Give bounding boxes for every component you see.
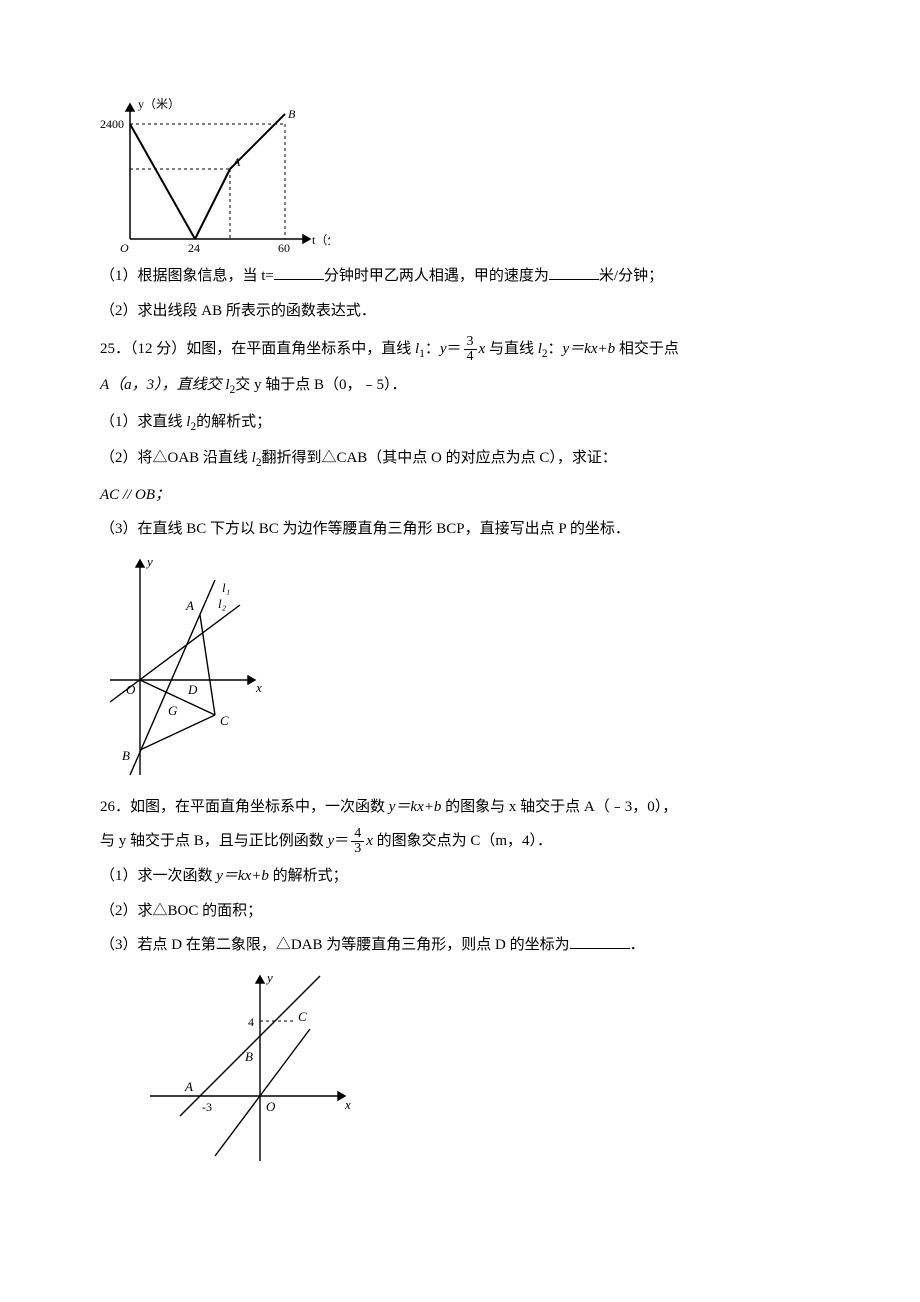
fig2-l1: l₁ bbox=[222, 580, 230, 595]
q25-line1: 25．（12 分）如图，在平面直角坐标系中，直线 l1：y＝34x 与直线 l2… bbox=[100, 335, 820, 365]
q26-s3: （3）若点 D 在第二象限，△DAB 为等腰直角三角形，则点 D 的坐标为 ． bbox=[100, 931, 820, 960]
fig1-x-24: 24 bbox=[188, 241, 200, 254]
q25-s1: （1）求直线 l2的解析式； bbox=[100, 408, 820, 438]
fig3-c: C bbox=[298, 1009, 307, 1024]
q26-s1b: y＝kx+b bbox=[216, 868, 269, 884]
q26-d: 的图象交点为 C（m，4）． bbox=[373, 833, 552, 849]
q26-s3a: （3）若点 D 在第二象限，△DAB 为等腰直角三角形，则点 D 的坐标为 bbox=[100, 937, 570, 953]
blank-t[interactable] bbox=[274, 264, 324, 280]
q25-s3: （3）在直线 BC 下方以 BC 为边作等腰直角三角形 BCP，直接写出点 P … bbox=[100, 515, 820, 544]
q25-s1a: （1）求直线 bbox=[100, 414, 186, 430]
q26-s1: （1）求一次函数 y＝kx+b 的解析式； bbox=[100, 862, 820, 891]
fig1-x-60: 60 bbox=[278, 241, 290, 254]
figure-q24-graph: y（米） 2400 A B O 24 60 t（分钟） bbox=[100, 94, 820, 254]
fig2-l2: l₂ bbox=[218, 596, 227, 611]
fig3-y: y bbox=[265, 970, 273, 985]
fig2-d: D bbox=[187, 682, 198, 697]
q25-a1: ： bbox=[425, 341, 440, 357]
q25-s2c: 翻折得到△CAB（其中点 O 的对应点为点 C），求证： bbox=[261, 450, 616, 466]
fig1-point-b: B bbox=[288, 107, 296, 121]
fig2-x: x bbox=[255, 680, 262, 695]
fig2-o: O bbox=[126, 682, 136, 697]
q24-sub1-a: （1）根据图象信息，当 t= bbox=[100, 268, 274, 284]
q25-svg: y x O A B C D G l₁ l₂ bbox=[100, 550, 270, 785]
figure-q25-graph: y x O A B C D G l₁ l₂ bbox=[100, 550, 820, 785]
q25-num: 25．（12 分）如图，在平面直角坐标系中，直线 bbox=[100, 341, 415, 357]
fig3-m3: -3 bbox=[202, 1100, 212, 1114]
fig2-g: G bbox=[168, 703, 178, 718]
fig1-origin: O bbox=[120, 241, 129, 254]
q26-eq2b: ＝ bbox=[334, 833, 349, 849]
q25-a2: 与直线 bbox=[485, 341, 538, 357]
q26-s3b: ． bbox=[630, 937, 645, 953]
q25-a4: 相交于点 bbox=[615, 341, 679, 357]
q26-s1a: （1）求一次函数 bbox=[100, 868, 216, 884]
q25-s2a: （2）将△OAB 沿直线 bbox=[100, 450, 252, 466]
axis-y-label: y（米） bbox=[138, 97, 180, 111]
fig3-o: O bbox=[266, 1099, 276, 1114]
q25-line2-a: A（a，3），直线交 bbox=[100, 377, 225, 393]
q24-svg: y（米） 2400 A B O 24 60 t（分钟） bbox=[100, 94, 330, 254]
q25-line2: A（a，3），直线交 l2交 y 轴于点 B（0，﹣5）． bbox=[100, 371, 820, 401]
fig3-x: x bbox=[344, 1097, 351, 1112]
q25-eq2: y＝kx+b bbox=[563, 341, 616, 357]
fig2-c: C bbox=[220, 713, 229, 728]
frac-4-3: 43 bbox=[351, 827, 364, 856]
fig3-4: 4 bbox=[248, 1015, 254, 1029]
blank-speed[interactable] bbox=[549, 264, 599, 280]
q26-b: 的图象与 x 轴交于点 A（﹣3，0）， bbox=[441, 799, 677, 815]
fig1-point-a: A bbox=[232, 155, 241, 169]
q26-svg: y x O A B C -3 4 bbox=[140, 966, 360, 1166]
q26-line1: 26．如图，在平面直角坐标系中，一次函数 y＝kx+b 的图象与 x 轴交于点 … bbox=[100, 793, 820, 822]
q24-sub1-c: 米/分钟； bbox=[599, 268, 663, 284]
frac-3-4: 34 bbox=[464, 335, 477, 364]
q25-line2-c: 交 y 轴于点 B（0，﹣5）． bbox=[235, 377, 406, 393]
fig3-a: A bbox=[184, 1079, 193, 1094]
q24-sub1: （1）根据图象信息，当 t= 分钟时甲乙两人相遇，甲的速度为 米/分钟； bbox=[100, 262, 820, 291]
q25-s1c: 的解析式； bbox=[196, 414, 271, 430]
fig2-a: A bbox=[185, 598, 194, 613]
q26-eq2c: x bbox=[366, 833, 373, 849]
q26-s1c: 的解析式； bbox=[269, 868, 348, 884]
q26-c: 与 y 轴交于点 B，且与正比例函数 bbox=[100, 833, 328, 849]
q25-s2: （2）将△OAB 沿直线 l2翻折得到△CAB（其中点 O 的对应点为点 C），… bbox=[100, 444, 820, 474]
q25-eq1b: ＝ bbox=[447, 341, 462, 357]
q25-eq1a: y bbox=[440, 341, 447, 357]
q26-a: 26．如图，在平面直角坐标系中，一次函数 bbox=[100, 799, 389, 815]
q26-line2: 与 y 轴交于点 B，且与正比例函数 y＝43x 的图象交点为 C（m，4）． bbox=[100, 827, 820, 856]
blank-d-coord[interactable] bbox=[570, 933, 630, 949]
axis-y-tick: 2400 bbox=[100, 117, 124, 131]
q24-sub1-b: 分钟时甲乙两人相遇，甲的速度为 bbox=[324, 268, 549, 284]
q25-a3: ： bbox=[548, 341, 563, 357]
q24-sub2: （2）求出线段 AB 所表示的函数表达式． bbox=[100, 297, 820, 326]
fig2-y: y bbox=[145, 554, 153, 569]
q25-s2d: AC // OB； bbox=[100, 481, 820, 510]
fig2-b: B bbox=[122, 748, 130, 763]
fig3-b: B bbox=[245, 1049, 253, 1064]
figure-q26-graph: y x O A B C -3 4 bbox=[140, 966, 820, 1166]
axis-x-label: t（分钟） bbox=[312, 232, 330, 247]
q26-eq1: y＝kx+b bbox=[389, 799, 442, 815]
q26-s2: （2）求△BOC 的面积； bbox=[100, 897, 820, 926]
